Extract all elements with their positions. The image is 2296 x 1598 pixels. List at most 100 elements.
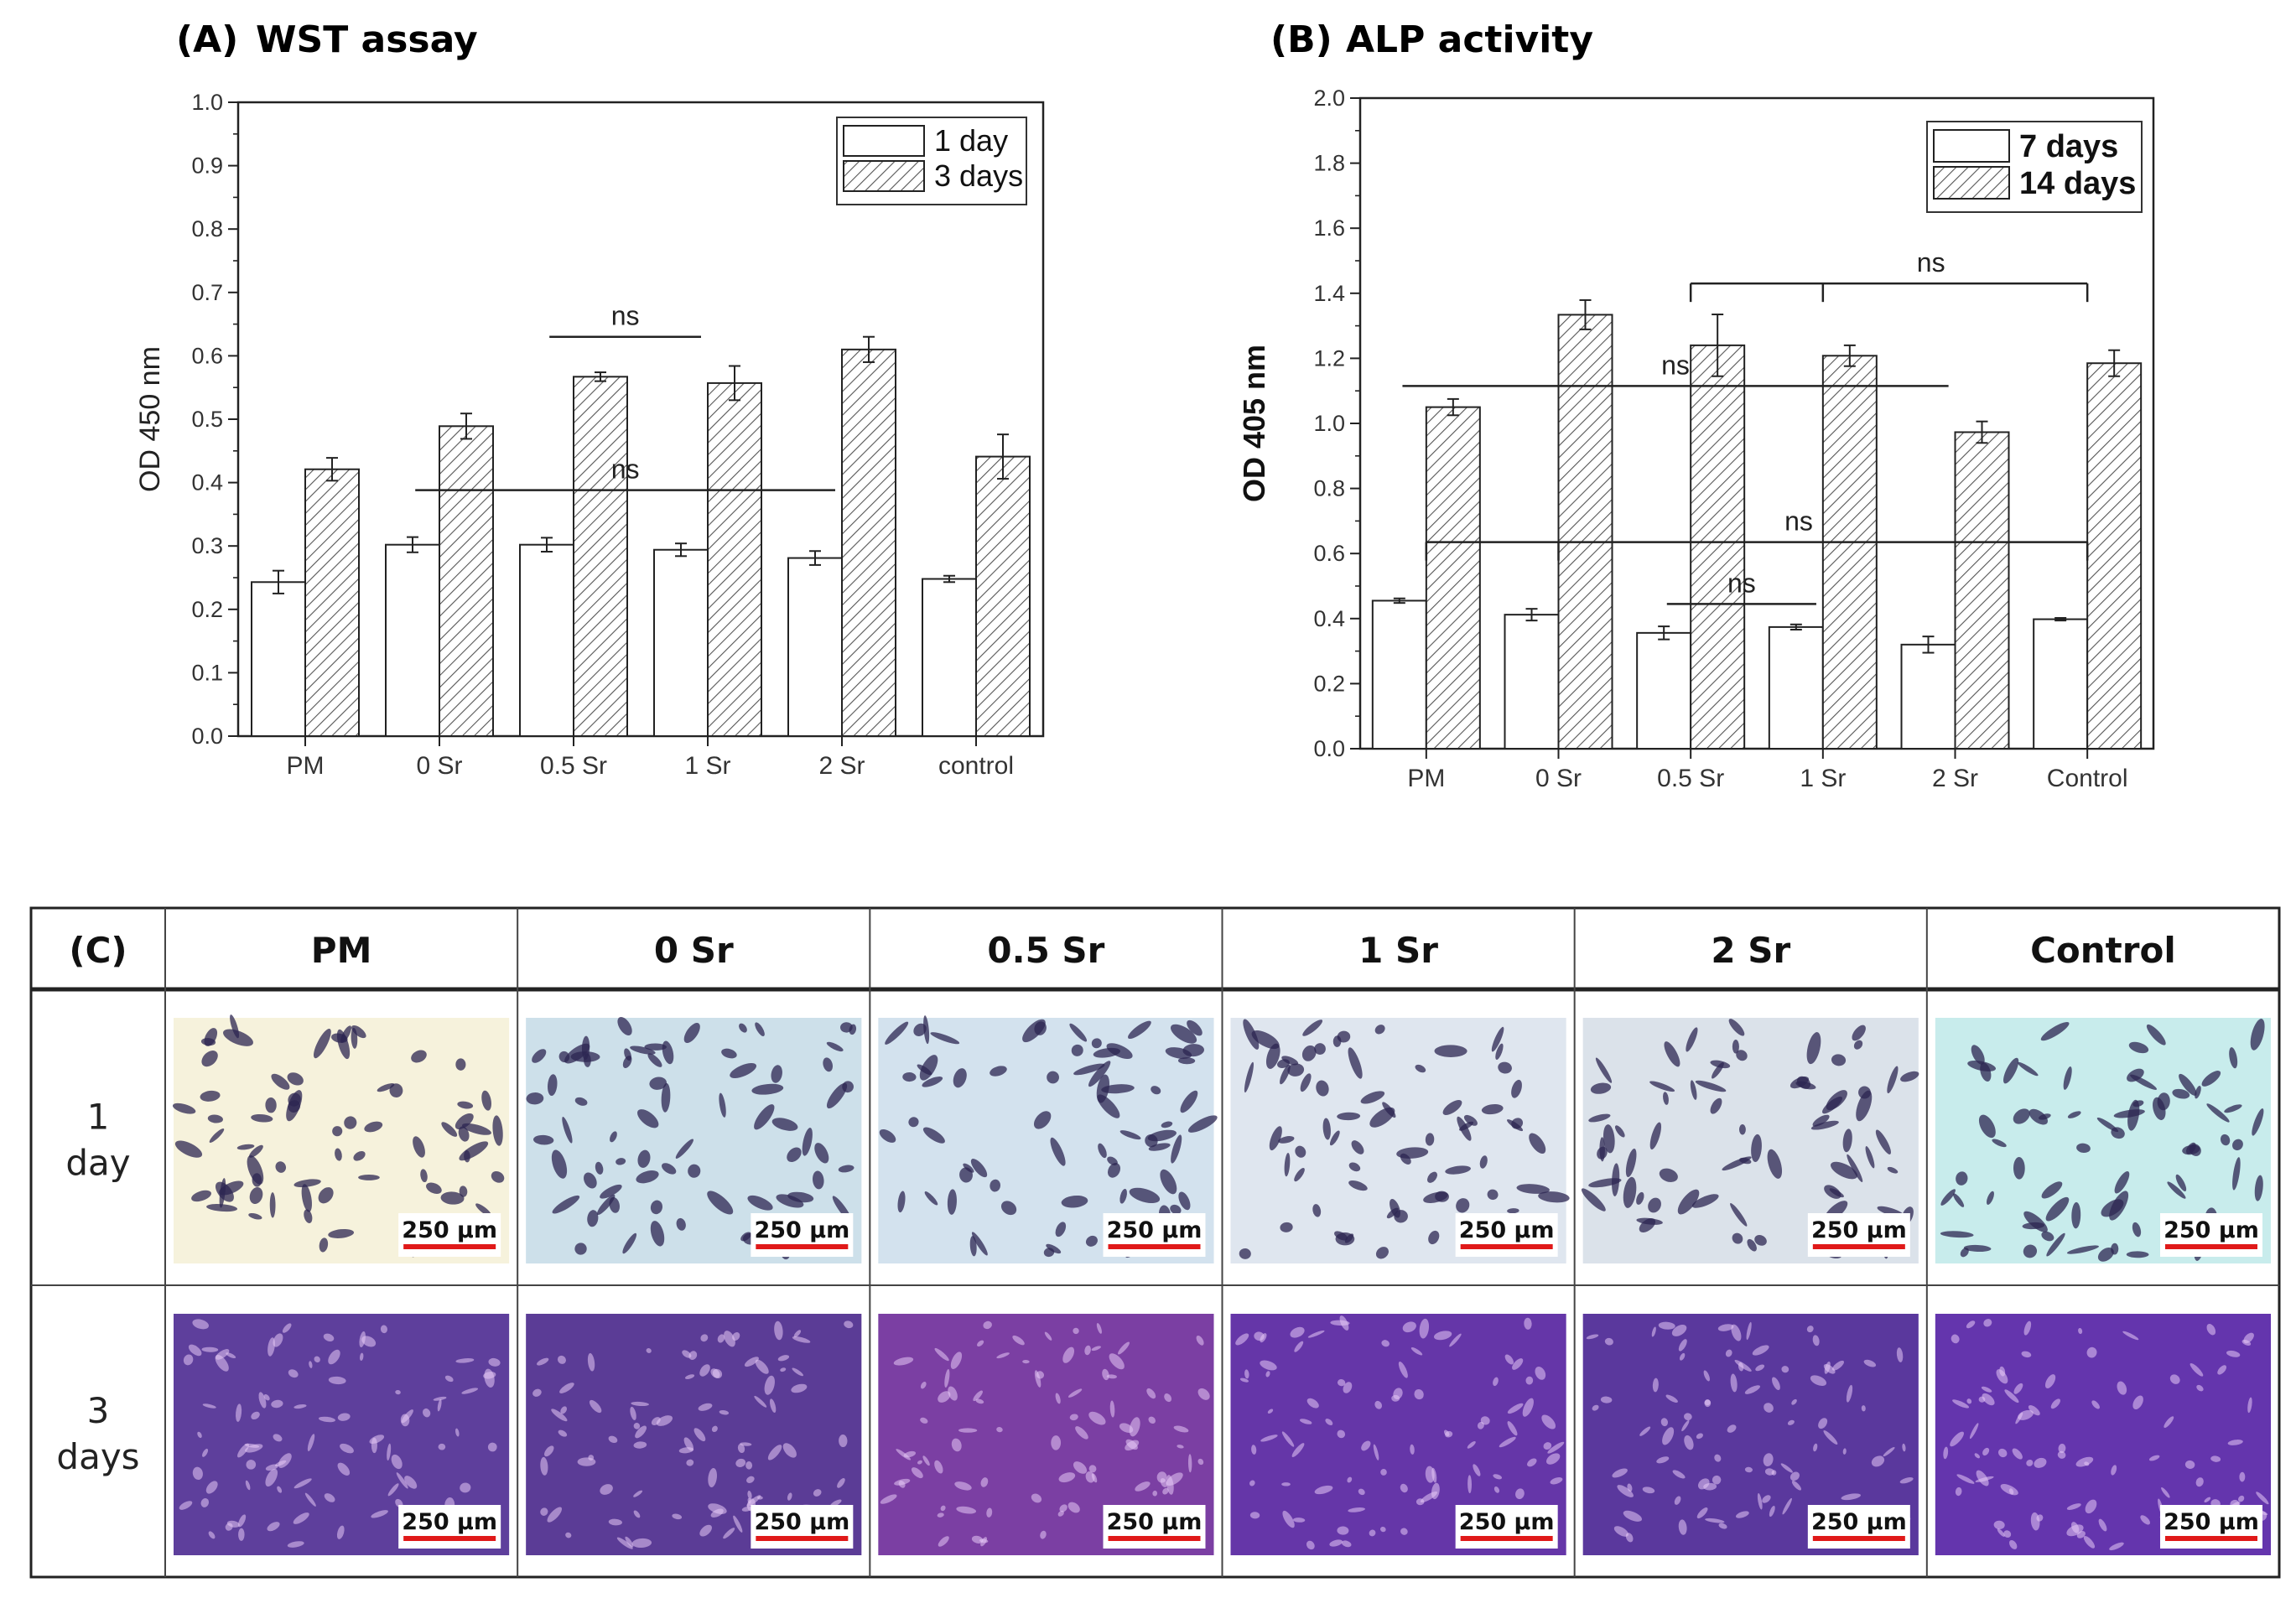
cell-mark bbox=[1380, 1526, 1386, 1533]
cell-mark bbox=[1981, 1386, 1992, 1393]
cell-mark bbox=[2182, 1144, 2200, 1155]
x-tick-label: Control bbox=[2047, 765, 2128, 792]
micrograph-day3-2-Sr: 250 μm bbox=[1582, 1314, 1919, 1555]
cell-mark bbox=[293, 1512, 309, 1524]
cell-mark bbox=[1705, 1518, 1725, 1523]
scale-bar-label: 250 μm bbox=[2164, 1217, 2259, 1243]
cell-mark bbox=[1282, 1510, 1295, 1528]
cell-mark bbox=[532, 1388, 542, 1397]
cell-mark bbox=[688, 1351, 698, 1360]
cell-mark bbox=[420, 1169, 428, 1183]
cell-mark bbox=[1055, 1222, 1067, 1237]
cell-mark bbox=[2201, 1071, 2221, 1087]
cell-mark bbox=[990, 1179, 1001, 1192]
cell-mark bbox=[1348, 1507, 1365, 1512]
cell-mark bbox=[1636, 1191, 1644, 1205]
cell-mark bbox=[455, 1428, 460, 1437]
cell-mark bbox=[1031, 1493, 1042, 1503]
cell-mark bbox=[1649, 1081, 1675, 1092]
bar-7-days-Control bbox=[2033, 618, 2089, 750]
cell-mark bbox=[249, 1186, 263, 1205]
cell-mark bbox=[630, 1406, 636, 1420]
cell-mark bbox=[2232, 1157, 2241, 1191]
cell-mark bbox=[391, 1454, 403, 1470]
cell-mark bbox=[1956, 1171, 1968, 1186]
cell-mark bbox=[1730, 1202, 1748, 1227]
cell-mark bbox=[2046, 1232, 2065, 1257]
cell-mark bbox=[307, 1434, 315, 1451]
cell-mark bbox=[230, 1014, 240, 1039]
cell-mark bbox=[1445, 1165, 1471, 1175]
legend-swatch bbox=[1933, 129, 2010, 163]
cell-mark bbox=[1329, 1539, 1343, 1547]
cell-mark bbox=[1073, 1461, 1088, 1474]
cell-mark bbox=[1400, 1483, 1408, 1493]
scale-bar-label: 250 μm bbox=[1107, 1217, 1203, 1243]
cell-mark bbox=[711, 1425, 718, 1433]
cell-mark bbox=[1085, 1235, 1098, 1247]
cell-mark bbox=[893, 1357, 914, 1366]
cell-mark bbox=[1764, 1403, 1774, 1413]
cell-mark bbox=[441, 1122, 458, 1137]
cell-mark bbox=[1322, 1118, 1331, 1140]
cell-mark bbox=[1061, 1195, 1088, 1208]
cell-mark bbox=[930, 1032, 960, 1045]
cell-mark bbox=[1662, 1427, 1675, 1445]
cell-mark bbox=[707, 1191, 734, 1215]
cell-mark bbox=[1243, 1019, 1260, 1050]
cell-mark bbox=[1997, 1448, 2008, 1458]
cell-mark bbox=[1146, 1388, 1156, 1399]
cell-mark bbox=[1625, 1533, 1634, 1543]
cell-mark bbox=[1299, 1419, 1312, 1424]
cell-mark bbox=[1187, 1020, 1203, 1036]
scale-bar bbox=[1812, 1536, 1905, 1541]
cell-mark bbox=[1956, 1474, 1975, 1484]
cell-mark bbox=[723, 1528, 735, 1539]
cell-mark bbox=[1416, 1498, 1425, 1506]
cell-mark bbox=[278, 1453, 292, 1468]
cell-mark bbox=[1983, 1319, 1992, 1327]
cell-mark bbox=[2196, 1384, 2204, 1392]
cell-mark bbox=[708, 1503, 727, 1514]
cell-mark bbox=[2146, 1024, 2166, 1045]
cell-mark bbox=[1050, 1137, 1066, 1166]
cell-mark bbox=[1732, 1232, 1743, 1244]
cell-mark bbox=[1380, 1469, 1387, 1476]
cell-mark bbox=[2206, 1103, 2230, 1123]
scale-bar bbox=[1108, 1536, 1201, 1541]
cell-mark bbox=[258, 1392, 267, 1409]
x-tick-label: control bbox=[938, 752, 1014, 780]
cell-mark bbox=[1674, 1496, 1681, 1505]
cell-mark bbox=[662, 1040, 674, 1065]
cell-mark bbox=[1374, 1025, 1385, 1035]
cell-mark bbox=[1166, 1472, 1183, 1486]
cell-mark bbox=[464, 1149, 470, 1163]
cell-mark bbox=[1824, 1185, 1841, 1199]
micrograph-day3-0-Sr: 250 μm bbox=[526, 1314, 862, 1555]
cell-mark bbox=[1535, 1367, 1546, 1380]
cell-mark bbox=[757, 1496, 763, 1500]
cell-mark bbox=[1612, 1468, 1628, 1478]
cell-mark bbox=[2206, 1324, 2216, 1336]
cell-mark bbox=[458, 1126, 470, 1142]
cell-mark bbox=[924, 1191, 938, 1206]
cell-mark bbox=[1790, 1471, 1800, 1481]
cell-mark bbox=[574, 1097, 588, 1106]
cell-mark bbox=[1351, 1140, 1364, 1154]
cell-mark bbox=[1344, 1233, 1354, 1243]
cell-mark bbox=[1088, 1465, 1097, 1473]
cell-mark bbox=[1725, 1349, 1732, 1357]
cell-mark bbox=[1823, 1430, 1838, 1445]
cell-mark bbox=[823, 1057, 833, 1072]
cell-mark bbox=[1373, 1444, 1379, 1461]
cell-mark bbox=[2127, 1099, 2140, 1131]
cell-mark bbox=[323, 1333, 335, 1341]
cell-mark bbox=[1325, 1419, 1333, 1425]
cell-mark bbox=[2239, 1471, 2246, 1482]
cell-mark bbox=[1887, 1066, 1899, 1094]
cell-mark bbox=[2071, 1201, 2081, 1229]
cell-mark bbox=[1966, 1320, 1976, 1329]
cell-mark bbox=[1059, 1504, 1067, 1512]
cell-mark bbox=[1678, 1519, 1687, 1535]
